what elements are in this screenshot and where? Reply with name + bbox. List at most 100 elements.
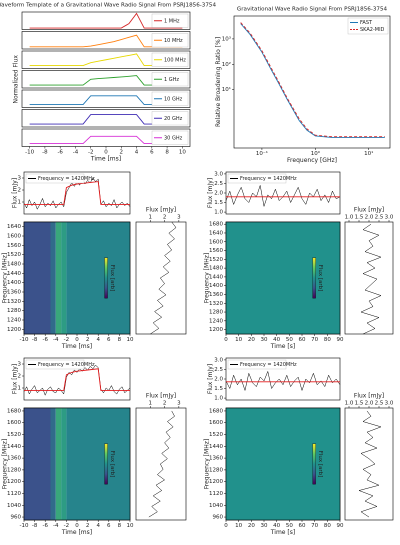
y-axis-label: Frequency [MHz] — [2, 253, 9, 303]
x-tick-label: 90 — [337, 523, 344, 529]
y-tick-label: 1120 — [209, 491, 223, 497]
y-tick-label: 1640 — [7, 224, 21, 230]
x-tick-label: 8 — [165, 150, 169, 156]
x-tick-label: 6 — [107, 523, 111, 529]
x-tick-label: -4 — [53, 337, 59, 343]
y-tick-label: 1280 — [209, 467, 223, 473]
plot-frame — [21, 11, 191, 30]
x-tick-label: 6 — [107, 337, 111, 343]
y-tick-label: 1240 — [209, 318, 223, 324]
y-tick-label: 1440 — [209, 444, 223, 450]
y-tick-label: 1560 — [7, 243, 21, 249]
y-tick-label: 1400 — [7, 280, 21, 286]
y-tick-label: 2.0 — [214, 377, 223, 383]
plot-frame — [344, 407, 394, 521]
x-axis-label: Flux [mJy] — [146, 393, 176, 400]
x-tick-label: 10 — [127, 337, 134, 343]
y-tick-label: 1440 — [7, 444, 21, 450]
colorbar-label: Flux [arb] — [109, 451, 115, 478]
x-tick-label: 4 — [135, 150, 139, 156]
y-tick-label: 1280 — [209, 310, 223, 316]
legend-box — [227, 173, 287, 184]
y-tick-label: 1 — [18, 386, 22, 392]
x-tick-label: 10 — [235, 523, 242, 529]
heatmap-cell — [66, 222, 130, 334]
chart-title: Gravitational Wave Radio Signal From PSR… — [237, 7, 388, 13]
x-tick-label: -10 — [20, 523, 29, 529]
x-tick-label: -2 — [64, 337, 69, 343]
y-tick-label: 1360 — [7, 290, 21, 296]
x-tick-label: 60 — [299, 523, 306, 529]
x-tick-label: 30 — [261, 523, 268, 529]
x-tick-label: 10 — [127, 523, 134, 529]
x-tick-label: -6 — [42, 523, 48, 529]
y-tick-label: 960 — [213, 515, 224, 521]
x-axis-label: Time [ms] — [90, 156, 121, 163]
data-line — [225, 370, 341, 392]
y-tick-label: 1040 — [7, 503, 21, 509]
x-tick-label: 80 — [324, 337, 331, 343]
y-tick-label: 1.5 — [214, 386, 223, 392]
plot-frame — [21, 70, 191, 89]
x-tick-label: 60 — [299, 337, 306, 343]
y-tick-label: 3.0 — [214, 171, 223, 177]
data-line — [148, 410, 175, 518]
data-line — [360, 223, 382, 335]
data-line — [29, 12, 183, 29]
colorbar — [104, 443, 108, 485]
legend-box — [151, 111, 189, 126]
x-tick-label: 2 — [86, 337, 90, 343]
plot-frame — [135, 407, 187, 521]
x-tick-label: 1.5 — [355, 401, 364, 407]
legend-label: Frequency = 1420MHz — [38, 362, 95, 368]
x-tick-label: 20 — [248, 523, 255, 529]
y-tick-label: 1440 — [7, 271, 21, 277]
y-tick-label: 3.0 — [214, 357, 223, 363]
y-tick-label: 3 — [18, 362, 22, 368]
y-axis-label: Frequency [MHz] — [204, 439, 211, 489]
data-line — [24, 181, 130, 205]
legend-box — [25, 173, 85, 184]
legend-label: 100 MHz — [164, 57, 186, 63]
x-tick-label: 1.0 — [345, 215, 354, 221]
plot-frame — [344, 221, 394, 335]
heatmap-cell — [55, 222, 62, 334]
x-tick-label: 30 — [261, 337, 268, 343]
colorbar-label: Flux [arb] — [317, 451, 323, 478]
legend-label: Frequency = 1420MHz — [38, 176, 95, 182]
plot-frame — [135, 221, 187, 335]
plot-frame — [225, 407, 341, 521]
legend-box — [227, 359, 287, 370]
legend-label: 10 GHz — [164, 96, 183, 102]
y-axis-label: Relative Broadening Ratio [%] — [215, 37, 222, 127]
x-tick-label: 3 — [177, 401, 181, 407]
x-tick-label: 3 — [177, 215, 181, 221]
y-tick-label: 1600 — [7, 234, 21, 240]
x-tick-label: -4 — [73, 150, 79, 156]
x-tick-label: -10 — [25, 150, 34, 156]
data-line — [225, 185, 341, 207]
x-tick-label: 8 — [118, 523, 122, 529]
x-tick-label: 2 — [86, 523, 90, 529]
y-axis-label: Flux [mJy] — [11, 178, 18, 208]
x-tick-label: 2.0 — [365, 215, 374, 221]
heatmap-cell — [24, 222, 51, 334]
x-tick-label: -8 — [42, 150, 48, 156]
x-axis-label: Time [ms] — [61, 343, 92, 350]
x-tick-label: -6 — [42, 337, 48, 343]
x-tick-label: 80 — [324, 523, 331, 529]
x-tick-label: 20 — [248, 337, 255, 343]
x-tick-label: 0 — [224, 337, 228, 343]
legend-label: 30 GHz — [164, 135, 183, 141]
heatmap-cell — [55, 408, 62, 520]
x-tick-label: 50 — [286, 523, 293, 529]
data-line — [150, 221, 177, 335]
y-axis-label: Flux [mJy] — [207, 364, 214, 394]
y-tick-label: 1200 — [209, 327, 223, 333]
y-tick-label: 10² — [222, 61, 231, 68]
y-tick-label: 1480 — [7, 262, 21, 268]
x-tick-label: 2.5 — [375, 215, 384, 221]
heatmap-cell — [226, 408, 340, 520]
x-tick-label: 3.0 — [385, 401, 394, 407]
y-tick-label: 2.5 — [214, 181, 223, 187]
